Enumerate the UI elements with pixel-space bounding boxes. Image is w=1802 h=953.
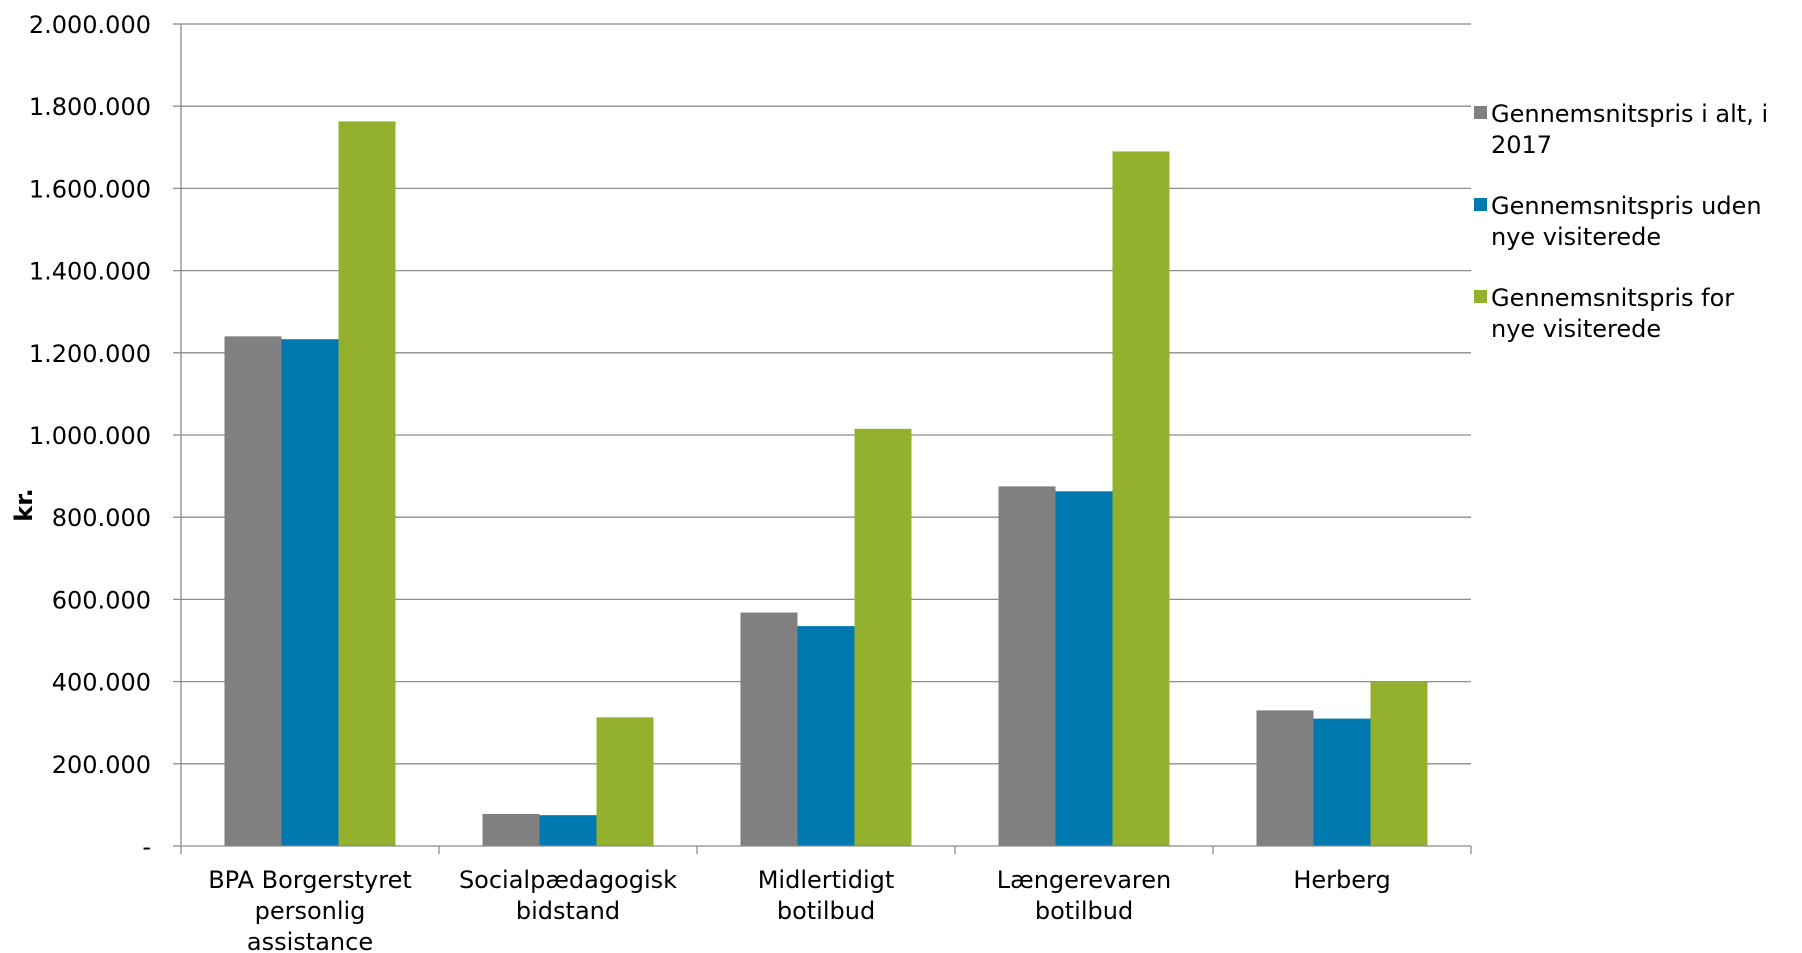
x-tick-label: Socialpædagogisk bidstand	[459, 866, 677, 925]
legend-swatch	[1474, 198, 1487, 211]
y-tick-label: 800.000	[52, 504, 151, 532]
bar	[539, 815, 597, 846]
bar	[998, 486, 1056, 846]
bar	[1370, 681, 1428, 846]
y-tick-label: 600.000	[52, 586, 151, 614]
y-tick-label: 1.400.000	[29, 258, 151, 286]
bar	[797, 626, 855, 846]
y-tick-label: 1.200.000	[29, 340, 151, 368]
bar	[1256, 710, 1314, 846]
y-tick-label: 1.800.000	[29, 93, 151, 121]
bar	[1055, 491, 1113, 846]
bar	[854, 428, 912, 846]
y-tick-label: 400.000	[52, 669, 151, 697]
bar	[596, 717, 654, 846]
bar	[224, 336, 282, 846]
bar	[740, 612, 798, 846]
legend-label: Gennemsnitspris uden nye visiterede	[1491, 192, 1762, 251]
bar	[281, 339, 339, 846]
x-tick-label: Midlertidigt botilbud	[758, 866, 895, 925]
bar	[338, 121, 396, 847]
legend: Gennemsnitspris i alt, i 2017 Gennemsnitsp…	[1474, 100, 1768, 343]
legend-item: Gennemsnitspris uden nye visiterede	[1474, 192, 1762, 251]
legend-item: Gennemsnitspris for nye visiterede	[1474, 284, 1734, 343]
legend-swatch	[1474, 290, 1487, 303]
x-axis: BPA Borgerstyret personlig assistance Socia…	[180, 845, 1472, 953]
y-axis-title: kr.	[10, 488, 38, 522]
y-tick-label: 1.000.000	[29, 422, 151, 450]
legend-label: Gennemsnitspris for nye visiterede	[1491, 284, 1734, 343]
x-tick-label: Længerevaren botilbud	[997, 866, 1171, 925]
gridlines	[181, 23, 1471, 765]
bar	[482, 813, 540, 846]
legend-label: Gennemsnitspris i alt, i 2017	[1491, 100, 1768, 159]
legend-item: Gennemsnitspris i alt, i 2017	[1474, 100, 1768, 159]
bars	[224, 121, 1428, 847]
y-tick-label: 1.600.000	[29, 175, 151, 203]
bar	[1112, 151, 1170, 846]
x-tick-label: BPA Borgerstyret personlig assistance	[208, 866, 412, 953]
legend-swatch	[1474, 106, 1487, 119]
y-tick-label: 200.000	[52, 751, 151, 779]
y-axis: - 200.000 400.000 600.000 800.000 1.000.000 1.…	[29, 11, 182, 861]
y-tick-label: -	[142, 833, 151, 861]
bar	[1313, 718, 1371, 846]
y-tick-label: 2.000.000	[29, 11, 151, 39]
x-tick-label: Herberg	[1293, 866, 1390, 894]
